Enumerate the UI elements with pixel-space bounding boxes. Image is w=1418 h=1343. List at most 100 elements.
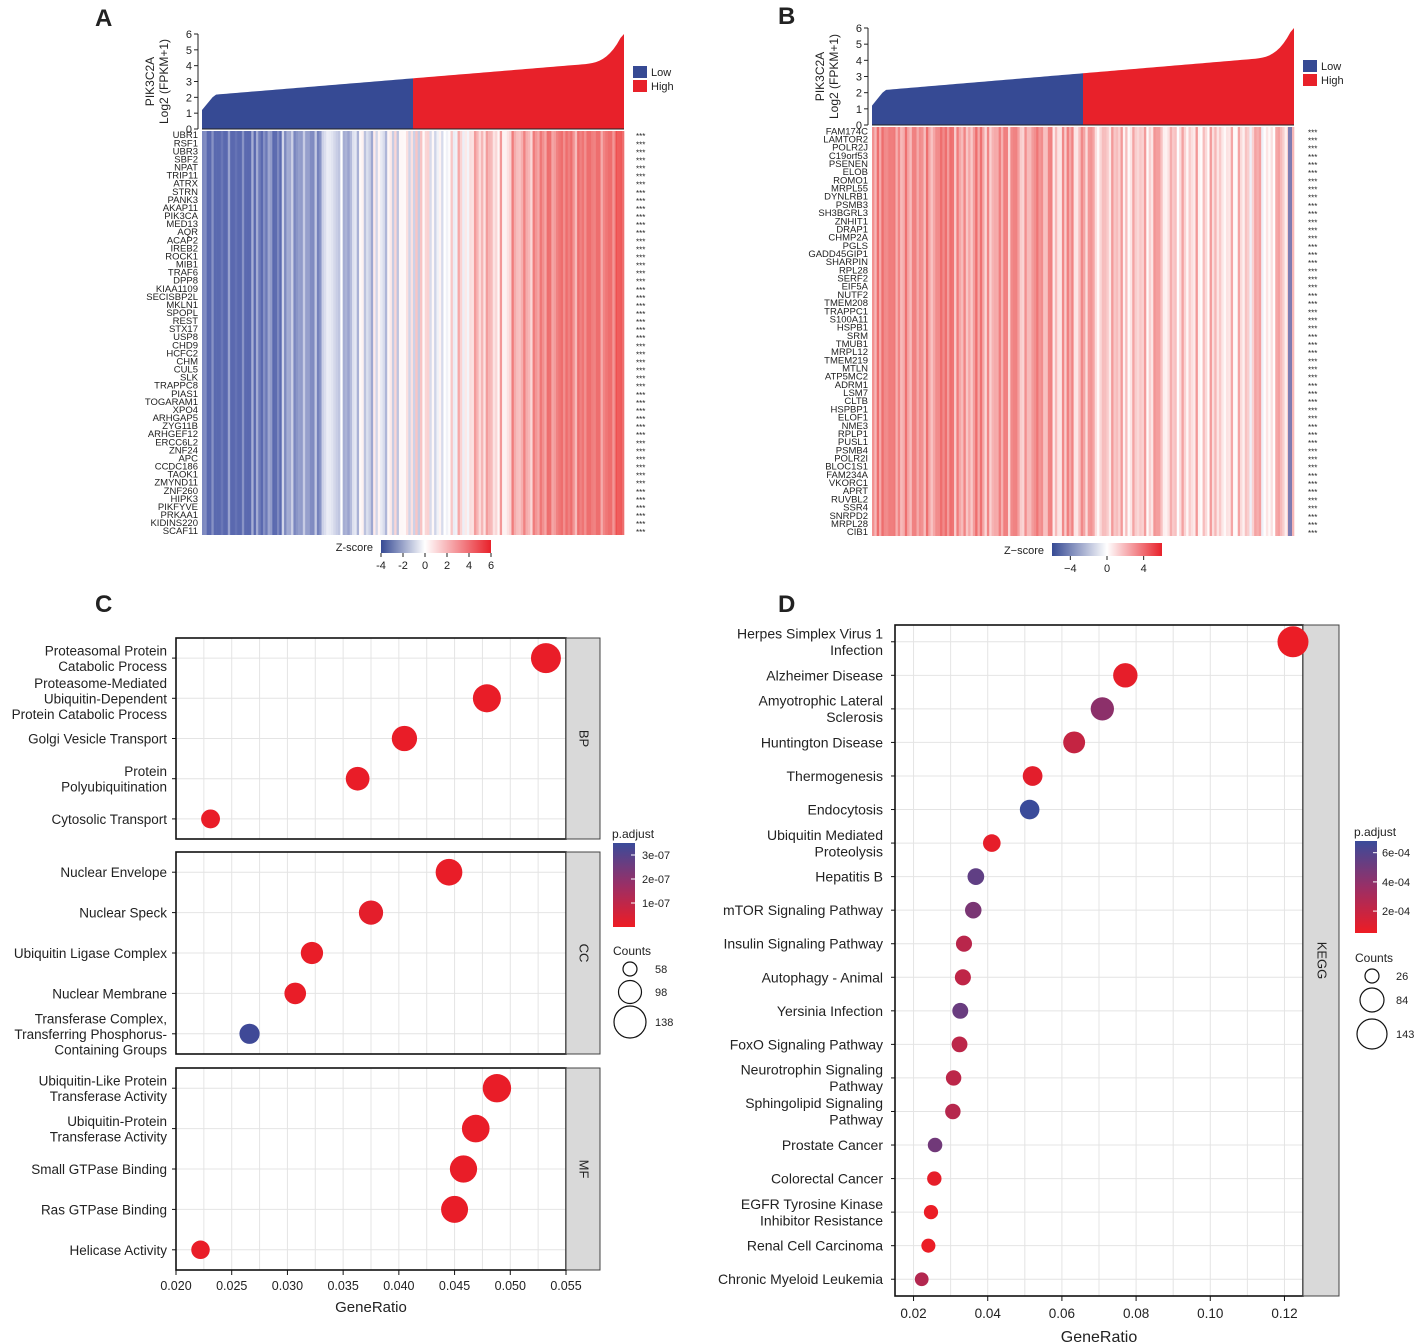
facet-strip-label: KEGG [1315,942,1330,980]
x-tick-label: 0.06 [1049,1306,1075,1321]
heatmap-column [886,127,889,536]
heatmap-column [893,127,896,536]
x-tick-label: 0.055 [550,1279,581,1293]
gene-label: SSR4 [843,503,868,514]
heatmap-column [1179,127,1182,536]
heatmap-column [1216,127,1220,536]
heatmap-column [1172,127,1175,536]
significance-stars: *** [636,318,645,327]
term-label: Sclerosis [826,709,883,725]
heatmap-column [1263,127,1267,536]
heatmap-column [1240,127,1243,536]
heatmap-column [1033,127,1037,536]
gene-label: PRKAA1 [161,510,199,521]
heatmap-column [345,131,348,535]
gene-label: NME3 [842,421,868,432]
heatmap-column [1249,127,1253,536]
dot [1019,799,1040,820]
dot [964,901,982,919]
gene-label: ZNHIT1 [835,216,868,227]
dot [927,1137,943,1153]
term-label: Polyubiquitination [61,779,167,794]
heatmap-column [1230,127,1234,536]
dot [435,858,463,886]
heatmap-column [1277,127,1281,536]
gene-label: IREB2 [171,243,198,254]
size-legend-label: 26 [1396,971,1408,983]
heatmap-column [220,131,224,535]
heatmap-column [996,127,999,536]
dot [191,1240,210,1260]
gene-label: SERF2 [837,274,868,285]
heatmap-column [1279,127,1283,536]
heatmap-column [1268,127,1271,536]
gene-label: CIB1 [847,527,868,538]
heatmap-column [466,131,470,535]
gene-label: LAMTOR2 [823,134,868,145]
heatmap-column [621,131,625,535]
significance-stars: *** [1308,439,1317,448]
gene-label: VKORC1 [829,478,868,489]
panel-letter-c: C [95,591,112,618]
dot [921,1238,936,1253]
significance-stars: *** [636,350,645,359]
gene-label: PIAS1 [171,389,198,400]
heatmap-column [1155,127,1159,536]
heatmap-column [394,131,397,535]
heatmap-column [485,131,489,535]
significance-stars: *** [1308,447,1317,456]
legend-high-swatch [633,80,647,92]
heatmap-column [560,131,564,535]
heatmap-column [1270,127,1274,536]
heatmap-column [1221,127,1224,536]
heatmap-edge-column [1288,127,1292,536]
heatmap-column [1015,127,1018,536]
zscore-label: Z−score [1004,545,1044,557]
legend-high-swatch [1303,74,1317,86]
dot [952,1002,969,1019]
significance-stars: *** [1308,251,1317,260]
heatmap-column [291,131,294,535]
heatmap-column [1106,127,1110,536]
gene-label: NUTF2 [837,290,868,301]
facet-strip [1302,624,1340,1297]
heatmap-column [916,127,920,536]
heatmap-column [956,127,960,536]
heatmap-column [932,127,936,536]
term-label: Sphingolipid Signaling [745,1095,883,1111]
heatmap-column [602,131,606,535]
dot [449,1155,478,1183]
heatmap-column [335,131,339,535]
heatmap-column [1254,127,1257,536]
zscore-legend: Z-score-4 -2 0 2 4 6 [336,540,494,572]
heatmap-column [492,131,496,535]
term-label: Containing Groups [54,1042,167,1057]
gene-label: SNRPD2 [829,511,868,522]
heatmap-column [977,127,981,536]
heatmap-column [248,131,252,535]
size-legend-label: 143 [1396,1029,1414,1041]
term-label: Autophagy - Animal [762,969,883,985]
term-label: Hepatitis B [815,869,883,885]
heatmap-column [328,131,332,535]
heatmap-column [982,127,985,536]
heatmap-column [253,131,257,535]
heatmap-column [925,127,929,536]
gene-label: PUSL1 [838,437,868,448]
heatmap-column [265,131,268,535]
heatmap-column [1209,127,1213,536]
heatmap-column [890,127,894,536]
gene-label: CCDC186 [155,462,198,473]
legend-high-label: High [651,81,674,93]
heatmap-column [539,131,543,535]
heatmap-column [897,127,901,536]
significance-stars: *** [1308,259,1317,268]
heatmap-column [359,131,362,535]
gene-label: POLR2J [832,143,868,154]
term-label: Protein [124,764,167,779]
dot [284,982,307,1005]
heatmap-column [483,131,486,535]
heatmap-column [565,131,569,535]
heatmap-column [900,127,903,536]
